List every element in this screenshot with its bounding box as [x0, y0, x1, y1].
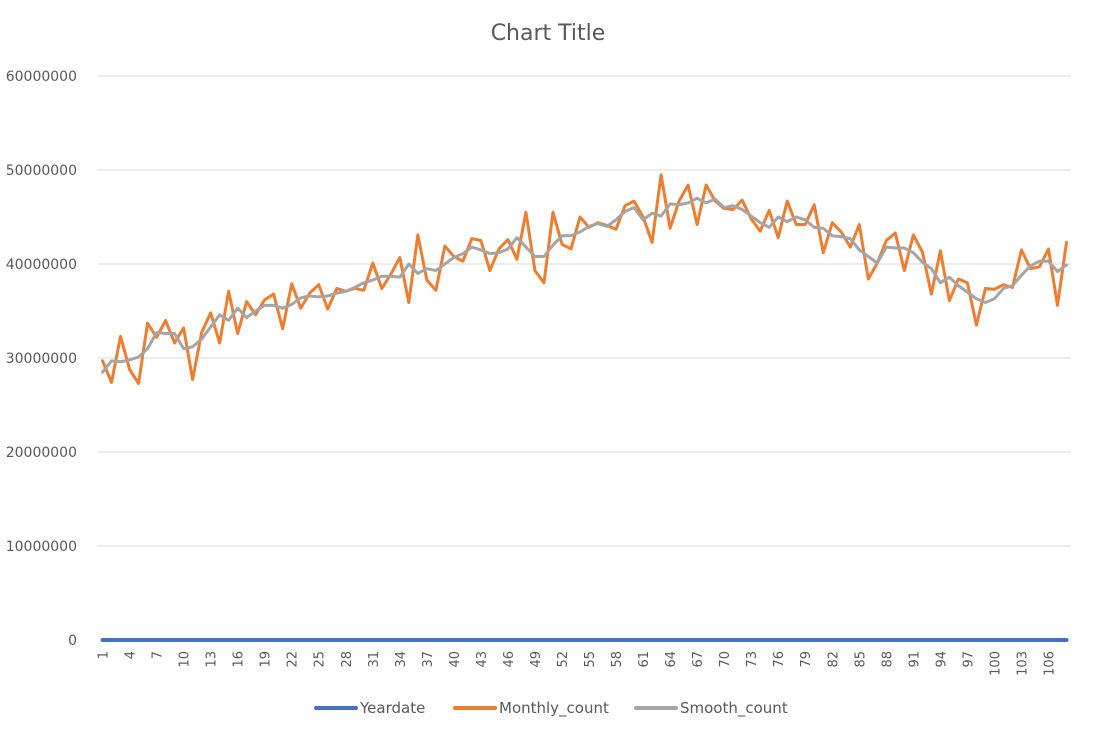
x-tick-label: 94: [934, 651, 949, 668]
x-tick-label: 76: [772, 651, 787, 668]
x-tick-label: 91: [907, 651, 922, 668]
series-line-monthly-count: [101, 173, 1068, 385]
x-tick-label: 31: [367, 651, 382, 668]
x-tick-label: 1: [97, 651, 112, 659]
y-tick-label: 40000000: [6, 257, 77, 273]
x-tick-label: 34: [394, 651, 409, 668]
x-tick-label: 55: [583, 651, 598, 668]
x-tick-label: 106: [1042, 651, 1057, 676]
x-tick-label: 88: [880, 651, 895, 668]
x-tick-label: 22: [286, 651, 301, 668]
x-tick-label: 13: [205, 651, 220, 668]
x-tick-label: 52: [556, 651, 571, 668]
x-tick-label: 61: [637, 651, 652, 668]
x-tick-label: 7: [151, 651, 166, 659]
x-tick-label: 85: [853, 651, 868, 668]
x-tick-label: 58: [610, 651, 625, 668]
x-tick-label: 103: [1015, 651, 1030, 676]
x-tick-label: 25: [313, 651, 328, 668]
legend-label-smooth-count: Smooth_count: [680, 699, 788, 718]
x-tick-label: 82: [826, 651, 841, 668]
x-tick-label: 28: [340, 651, 355, 668]
legend-label-monthly-count: Monthly_count: [499, 699, 609, 718]
x-tick-label: 37: [421, 651, 436, 668]
legend-label-yeardate: Yeardate: [359, 699, 425, 717]
y-tick-label: 30000000: [6, 351, 77, 367]
x-axis-tick-labels: 1 4 7 10 13 16 19 22 25 28 31 34 37 40 43 46 49 52 55 58 61 6…: [97, 651, 1058, 676]
x-tick-label: 4: [124, 651, 139, 659]
x-tick-label: 49: [529, 651, 544, 668]
x-tick-label: 97: [961, 651, 976, 668]
x-tick-label: 79: [799, 651, 814, 668]
x-tick-label: 100: [988, 651, 1003, 676]
legend: Yeardate Monthly_count Smooth_count: [314, 699, 788, 718]
y-tick-label: 10000000: [6, 539, 77, 555]
x-tick-label: 70: [718, 651, 733, 668]
x-tick-label: 43: [475, 651, 490, 668]
y-tick-label: 50000000: [6, 163, 77, 179]
gridlines: [98, 75, 1071, 547]
x-tick-label: 10: [178, 651, 193, 668]
x-tick-label: 73: [745, 651, 760, 668]
y-tick-label: 60000000: [6, 69, 77, 85]
series-lines: [100, 173, 1069, 642]
x-tick-label: 67: [691, 651, 706, 668]
x-tick-label: 19: [259, 651, 274, 668]
x-tick-label: 64: [664, 651, 679, 668]
x-tick-label: 46: [502, 651, 517, 668]
series-line-smooth-count: [101, 196, 1068, 374]
x-tick-label: 40: [448, 651, 463, 668]
x-tick-label: 16: [232, 651, 247, 668]
y-tick-label: 0: [68, 633, 77, 649]
y-tick-label: 20000000: [6, 445, 77, 461]
y-axis-tick-labels: 0 10000000 20000000 30000000 40000000 5000000…: [6, 69, 77, 649]
chart-title: Chart Title: [491, 21, 606, 46]
